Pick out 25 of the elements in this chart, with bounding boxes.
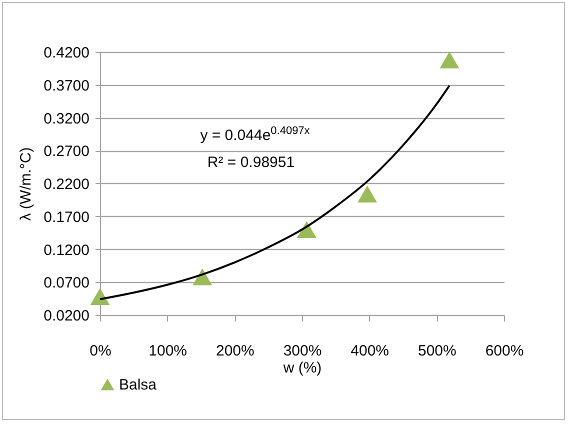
y-tick-label: 0.0700	[44, 274, 90, 292]
x-tick-label: 300%	[283, 342, 322, 360]
x-tick-label: 200%	[216, 342, 254, 360]
annotation: y = 0.044e$^{0.4097x}$	[200, 125, 310, 144]
x-tick-label: 500%	[418, 342, 456, 360]
point	[440, 51, 460, 68]
point	[192, 268, 212, 286]
y-tick-label: 0.1200	[44, 242, 90, 259]
y-tick-label: 0.0200	[44, 308, 90, 324]
annotation: R² = 0.98951	[207, 154, 295, 171]
x-axis-title: w (%)	[282, 360, 322, 376]
x-tick-label: 600%	[485, 342, 524, 360]
y-axis-title: λ (W/m.°C)	[18, 147, 35, 221]
x-tick-label: 0%	[90, 342, 112, 360]
point	[90, 288, 110, 306]
legend-label: Balsa	[119, 376, 158, 394]
y-tick-label: 0.2700	[44, 143, 90, 160]
y-tick-label: 0.1700	[44, 208, 90, 226]
y-tick-label: 0.4200	[44, 44, 90, 62]
x-tick-label: 400%	[350, 342, 390, 360]
point	[358, 186, 378, 202]
y-tick-label: 0.2200	[44, 176, 90, 193]
y-tick-label: 0.3200	[44, 110, 90, 128]
y-tick-label: 0.3700	[44, 77, 90, 94]
x-tick-label: 100%	[148, 342, 188, 360]
